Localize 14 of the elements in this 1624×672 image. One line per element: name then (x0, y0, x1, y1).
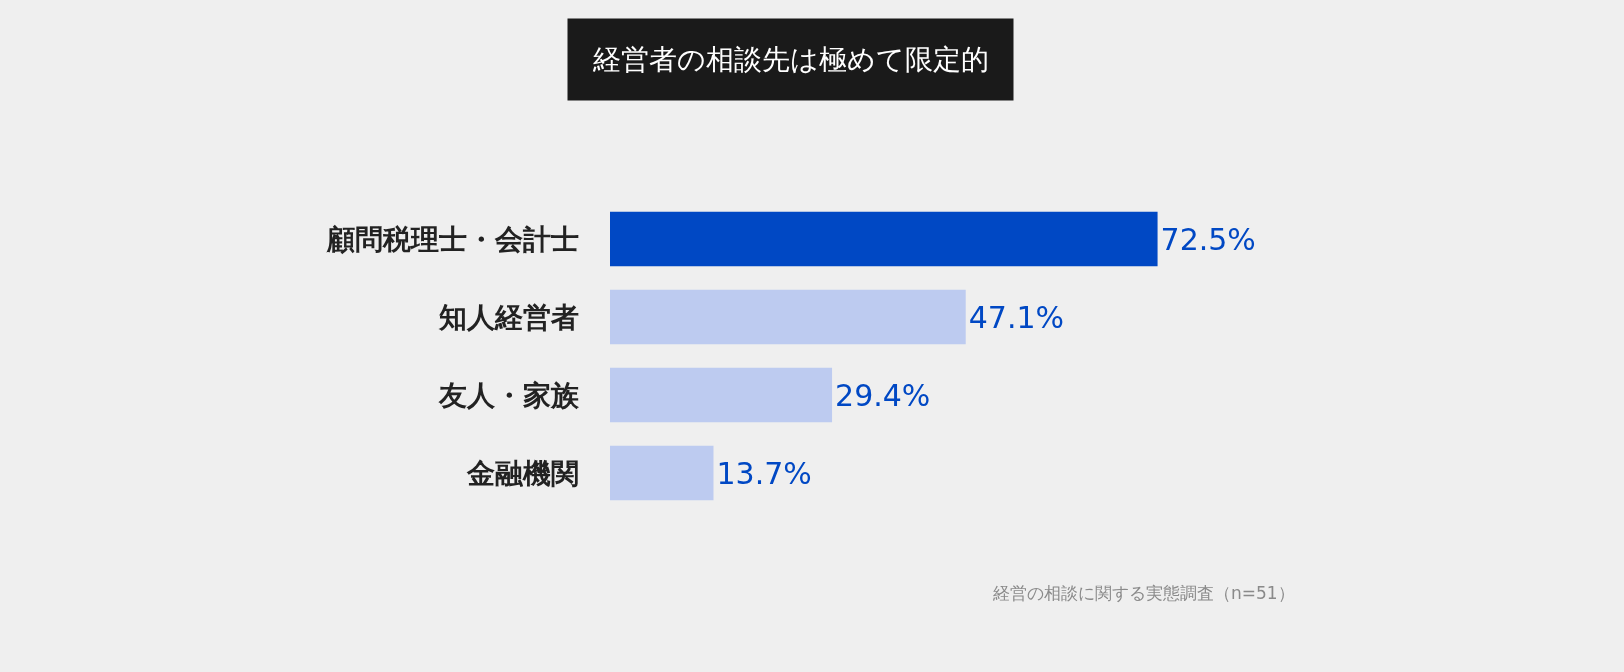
data-label: 13.7% (716, 455, 812, 491)
data-label: 72.5% (1160, 221, 1256, 257)
y-tick-label: 顧問税理士・会計士 (326, 222, 579, 256)
y-tick-label: 知人経営者 (438, 300, 579, 334)
bar (610, 367, 833, 423)
text: 経営の相談に関する実態調査（n=51） (992, 583, 1295, 603)
bar (610, 445, 714, 501)
y-tick-label: 金融機関 (466, 456, 579, 490)
chart-title: 経営者の相談先は極めて限定的 (592, 43, 989, 76)
data-label: 29.4% (835, 377, 931, 413)
data-label: 47.1% (968, 299, 1065, 335)
bar (610, 289, 966, 345)
y-tick-label: 友人・家族 (438, 378, 580, 412)
bar (610, 211, 1158, 267)
